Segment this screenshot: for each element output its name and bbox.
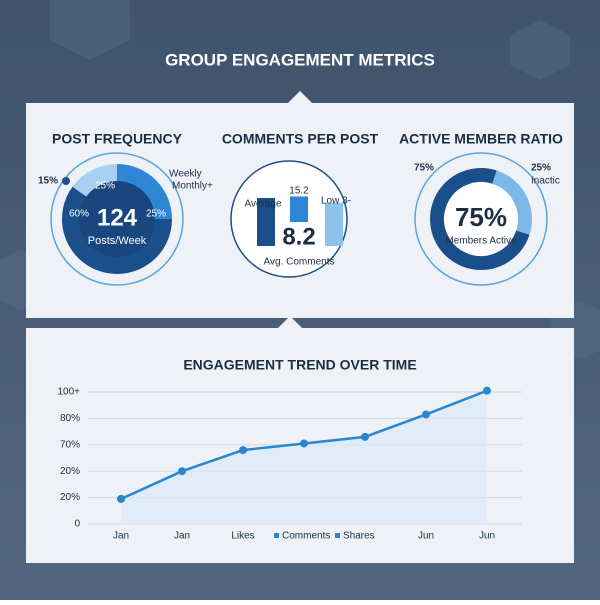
x-tick-label: Jan	[174, 531, 190, 542]
card	[26, 316, 574, 563]
hole	[79, 181, 155, 257]
x-tick-label: Jan	[113, 531, 129, 542]
legend-swatch	[274, 533, 279, 538]
ring	[414, 152, 548, 286]
data-label: 75%	[414, 163, 434, 174]
y-tick-label: 0	[74, 519, 80, 530]
bar	[290, 196, 308, 222]
point	[300, 439, 308, 448]
point	[483, 386, 491, 395]
legend-label: Weekly	[169, 169, 202, 180]
y-tick-label: 20%	[60, 466, 80, 477]
y-tick-label: 80%	[60, 413, 80, 424]
x-tick-label: Jun	[479, 531, 495, 542]
donut-segment	[116, 164, 172, 220]
donut-segment	[492, 170, 532, 235]
category-label: Inactic	[531, 176, 560, 187]
area	[121, 390, 487, 524]
point	[361, 432, 369, 441]
page-title: GROUP ENGAGEMENT METRICS	[165, 50, 435, 69]
chart-title: COMMENTS PER POST	[222, 131, 379, 147]
data-label: 60%	[69, 209, 89, 220]
category-label: Average	[244, 199, 282, 210]
point	[117, 494, 125, 503]
chart-title: POST FREQUENCY	[52, 131, 183, 147]
point	[178, 467, 186, 476]
bar	[257, 198, 275, 246]
hole	[437, 175, 525, 263]
donut-segment	[430, 168, 530, 270]
center-label: Avg. Comments	[264, 257, 335, 268]
x-tick-label: Likes	[231, 531, 254, 542]
data-label: 15.2	[289, 186, 309, 197]
category-label: Low 3-	[321, 196, 351, 207]
center-label: Members Active	[445, 236, 517, 247]
center-value: 75%	[455, 202, 507, 232]
point	[239, 446, 247, 455]
pointer-dot	[62, 177, 70, 185]
x-tick-label: Jun	[418, 531, 434, 542]
y-tick-label: 100+	[57, 387, 80, 398]
data-label: 25%	[531, 163, 551, 174]
data-label: 25%	[146, 209, 166, 220]
bar	[325, 202, 343, 246]
data-label: 15%	[38, 176, 58, 187]
ring	[230, 160, 348, 278]
chart-title: ENGAGEMENT TREND OVER TIME	[183, 357, 416, 373]
chart-title: ACTIVE MEMBER RATIO	[399, 131, 563, 147]
y-tick-label: 20%	[60, 492, 80, 503]
legend-label: Monthly+	[172, 181, 213, 192]
center-value: 8.2	[282, 223, 315, 250]
y-tick-label: 70%	[60, 439, 80, 450]
legend-swatch	[335, 533, 340, 538]
x-tick-label: Shares	[343, 531, 375, 542]
center-value: 124	[97, 204, 138, 231]
label: 25%	[95, 181, 115, 192]
donut-segment	[62, 186, 172, 274]
point	[422, 410, 430, 419]
center-label: Posts/Week	[88, 235, 147, 247]
x-tick-label: Comments	[282, 531, 330, 542]
ring	[50, 152, 184, 286]
donut-segment	[72, 164, 118, 199]
